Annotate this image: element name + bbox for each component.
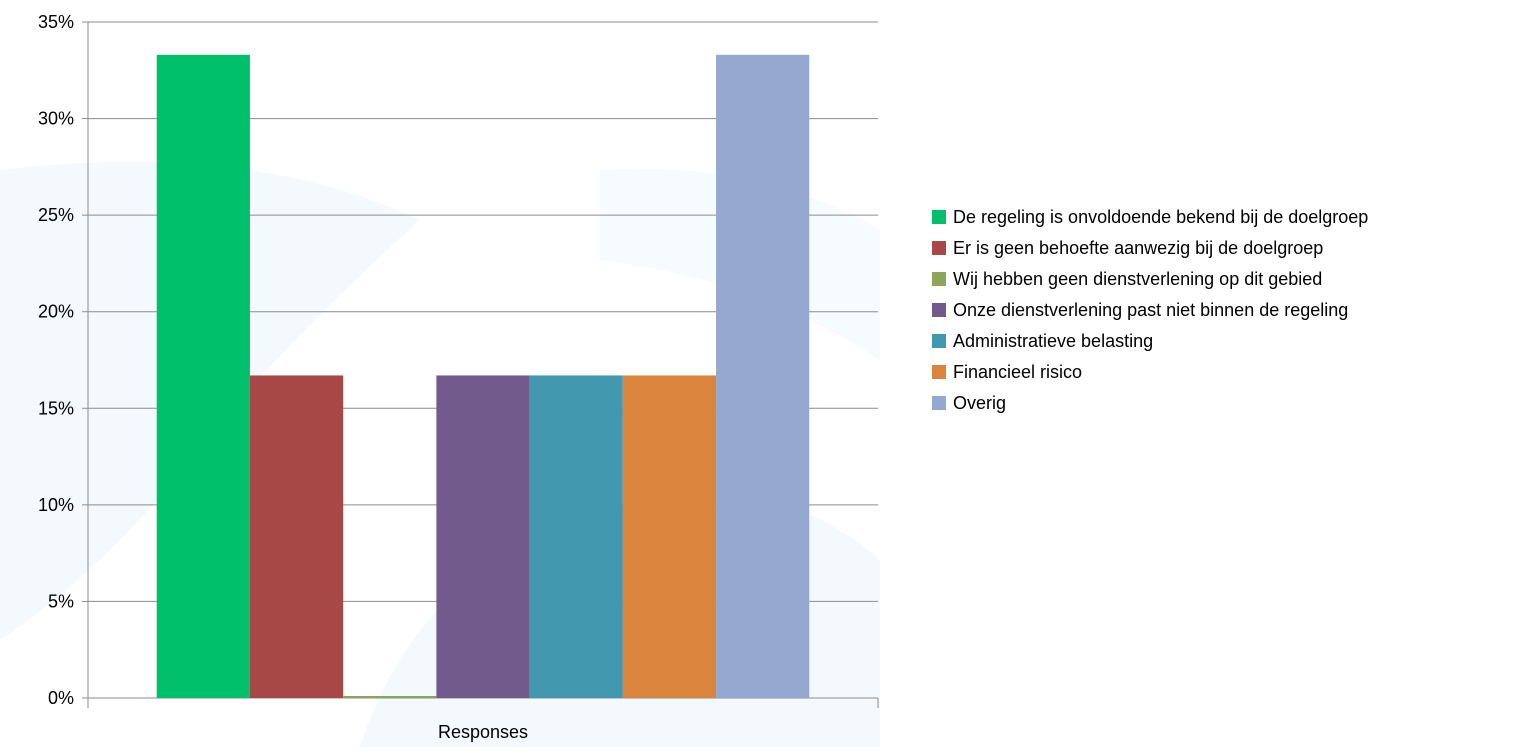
bar [529,375,623,698]
legend-swatch [932,241,946,255]
legend: De regeling is onvoldoende bekend bij de… [932,207,1368,413]
bar [156,54,250,698]
y-tick-label: 35% [38,12,74,32]
legend-swatch [932,303,946,317]
legend-swatch [932,272,946,286]
legend-label: Onze dienstverlening past niet binnen de… [953,300,1348,320]
y-tick-label: 5% [48,591,74,611]
bar [249,375,344,698]
legend-label: Er is geen behoefte aanwezig bij de doel… [953,238,1323,258]
bar [436,375,530,698]
y-tick-label: 20% [38,302,74,322]
legend-label: Administratieve belasting [953,331,1153,351]
y-tick-label: 30% [38,109,74,129]
x-category-label: Responses [438,722,528,742]
bars [156,54,810,698]
bar [622,375,717,698]
legend-swatch [932,365,946,379]
bar [343,696,437,698]
legend-swatch [932,334,946,348]
legend-label: Overig [953,393,1006,413]
y-tick-label: 0% [48,688,74,708]
bar [716,54,810,698]
y-tick-label: 25% [38,205,74,225]
legend-label: De regeling is onvoldoende bekend bij de… [953,207,1368,227]
y-tick-label: 15% [38,398,74,418]
y-tick-label: 10% [38,495,74,515]
legend-label: Financieel risico [953,362,1082,382]
legend-swatch [932,396,946,410]
legend-swatch [932,210,946,224]
legend-label: Wij hebben geen dienstverlening op dit g… [953,269,1322,289]
